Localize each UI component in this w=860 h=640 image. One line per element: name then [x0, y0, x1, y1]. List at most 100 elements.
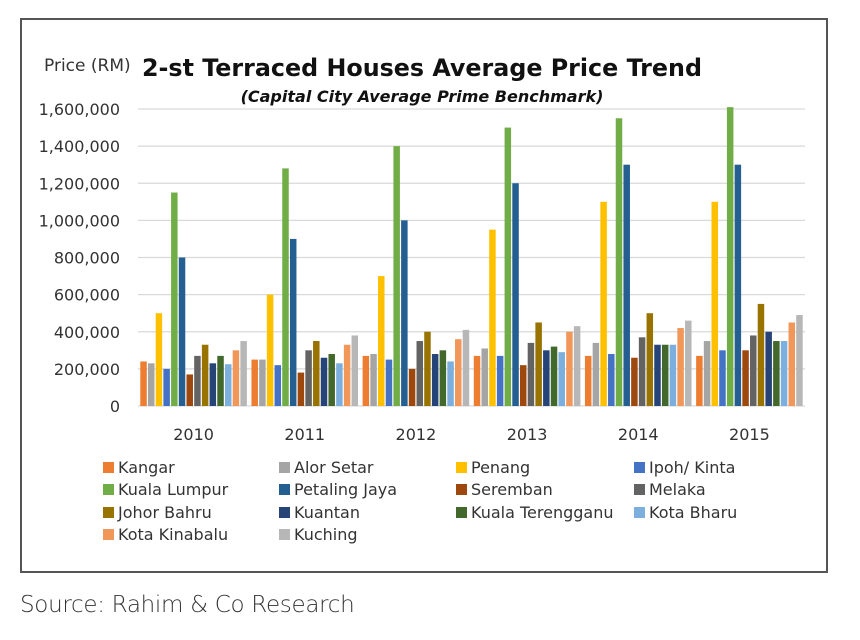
legend-item: Kangar: [103, 458, 175, 477]
bar-kuala-terengganu-2013: [550, 346, 558, 406]
legend-label: Kota Kinabalu: [118, 525, 228, 544]
x-tick-label: 2010: [173, 425, 214, 444]
legend-item: Kuala Terengganu: [456, 503, 613, 522]
bar-seremban-2012: [408, 368, 416, 406]
bar-kota-bharu-2013: [558, 352, 565, 406]
bar-ipoh-kinta-2011: [274, 365, 282, 406]
bar-kuala-lumpur-2015: [726, 107, 734, 407]
bar-kuching-2011: [351, 335, 359, 406]
bar-johor-bahru-2014: [646, 313, 654, 406]
bar-johor-bahru-2015: [757, 303, 765, 406]
source-caption: Source: Rahim & Co Research: [20, 592, 355, 618]
bar-penang-2014: [600, 201, 607, 406]
legend-swatch: [456, 462, 467, 473]
bar-seremban-2015: [742, 350, 749, 406]
bar-kota-kinabalu-2011: [343, 344, 351, 406]
legend-label: Alor Setar: [294, 458, 374, 477]
legend-label: Kuching: [294, 525, 358, 544]
legend: Kangar Alor Setar Penang Ipoh/ Kinta Kuala L…: [103, 458, 737, 544]
x-axis-ticks: 2010 2011 2012 2013 2014 2015: [173, 425, 770, 444]
y-tick-label: 400,000: [54, 323, 120, 342]
legend-label: Melaka: [649, 480, 706, 499]
bar-seremban-2011: [297, 372, 305, 406]
bar-alor-setar-2014: [592, 342, 600, 406]
legend-label: Kuala Terengganu: [471, 503, 613, 522]
legend-swatch: [103, 529, 114, 540]
bar-johor-bahru-2013: [535, 322, 542, 406]
legend-swatch: [456, 507, 467, 518]
bar-alor-setar-2011: [259, 359, 266, 406]
bar-seremban-2013: [519, 365, 527, 406]
bar-alor-setar-2012: [370, 354, 377, 406]
x-tick-label: 2012: [396, 425, 437, 444]
legend-label: Petaling Jaya: [294, 480, 397, 499]
bar-kangar-2015: [696, 355, 703, 406]
bar-kuala-terengganu-2010: [217, 355, 224, 406]
legend-swatch: [103, 484, 114, 495]
bar-johor-bahru-2012: [424, 331, 431, 406]
bar-kuala-lumpur-2014: [615, 118, 623, 406]
y-tick-label: 200,000: [54, 360, 120, 379]
bar-kota-bharu-2011: [336, 363, 343, 406]
bar-kangar-2012: [362, 355, 370, 406]
bars: [140, 107, 803, 407]
legend-item: Petaling Jaya: [279, 480, 397, 499]
bar-kota-kinabalu-2015: [788, 322, 796, 406]
bar-kuching-2013: [573, 326, 581, 406]
bar-petaling-jaya-2012: [401, 220, 408, 406]
y-tick-label: 1,000,000: [39, 211, 120, 230]
bar-johor-bahru-2011: [313, 341, 320, 406]
bar-penang-2012: [378, 276, 385, 406]
bar-melaka-2014: [638, 337, 646, 406]
bar-kota-bharu-2015: [780, 341, 788, 406]
x-tick-label: 2014: [618, 425, 659, 444]
bar-penang-2013: [489, 229, 496, 406]
legend-swatch: [103, 462, 114, 473]
y-axis-ticks: 0 200,000 400,000 600,000 800,000 1,000,000 1,…: [39, 100, 120, 416]
bar-petaling-jaya-2011: [289, 238, 297, 406]
bar-alor-setar-2010: [147, 363, 155, 406]
y-tick-label: 1,600,000: [39, 100, 120, 119]
bar-petaling-jaya-2015: [734, 164, 742, 406]
legend-label: Penang: [471, 458, 530, 477]
x-tick-label: 2013: [507, 425, 548, 444]
legend-item: Penang: [456, 458, 530, 477]
legend-label: Seremban: [471, 480, 553, 499]
legend-swatch: [634, 462, 645, 473]
y-tick-label: 1,200,000: [39, 174, 120, 193]
legend-item: Kuching: [279, 525, 358, 544]
bar-ipoh-kinta-2012: [385, 359, 393, 406]
bar-kuantan-2012: [431, 354, 439, 406]
bar-kota-bharu-2012: [447, 361, 454, 406]
legend-swatch: [456, 484, 467, 495]
bar-ipoh-kinta-2010: [163, 368, 170, 406]
bar-melaka-2010: [194, 355, 201, 406]
chart-title: 2-st Terraced Houses Average Price Trend: [142, 54, 702, 82]
legend-label: Kuala Lumpur: [118, 480, 229, 499]
legend-label: Kangar: [118, 458, 175, 477]
bar-alor-setar-2015: [703, 341, 711, 406]
bar-kota-kinabalu-2014: [677, 328, 684, 406]
bar-kuantan-2013: [543, 350, 550, 406]
bar-ipoh-kinta-2013: [496, 355, 504, 406]
bar-kangar-2011: [251, 359, 258, 406]
bar-kuching-2014: [685, 320, 692, 406]
bar-kuching-2015: [796, 315, 803, 406]
chart-subtitle: (Capital City Average Prime Benchmark): [241, 87, 604, 106]
bar-ipoh-kinta-2014: [608, 354, 615, 406]
bar-petaling-jaya-2013: [512, 183, 519, 406]
bar-alor-setar-2013: [481, 348, 488, 406]
bar-kuala-lumpur-2012: [393, 146, 400, 406]
bar-kangar-2013: [473, 355, 481, 406]
legend-item: Ipoh/ Kinta: [634, 458, 735, 477]
bar-kuantan-2015: [765, 331, 772, 406]
legend-label: Kuantan: [294, 503, 360, 522]
bar-penang-2015: [711, 201, 719, 406]
bar-kuala-lumpur-2011: [282, 168, 289, 406]
legend-swatch: [279, 462, 290, 473]
bar-kuching-2012: [462, 329, 470, 406]
legend-item: Alor Setar: [279, 458, 374, 477]
bar-seremban-2014: [631, 357, 638, 406]
bar-johor-bahru-2010: [201, 344, 209, 406]
